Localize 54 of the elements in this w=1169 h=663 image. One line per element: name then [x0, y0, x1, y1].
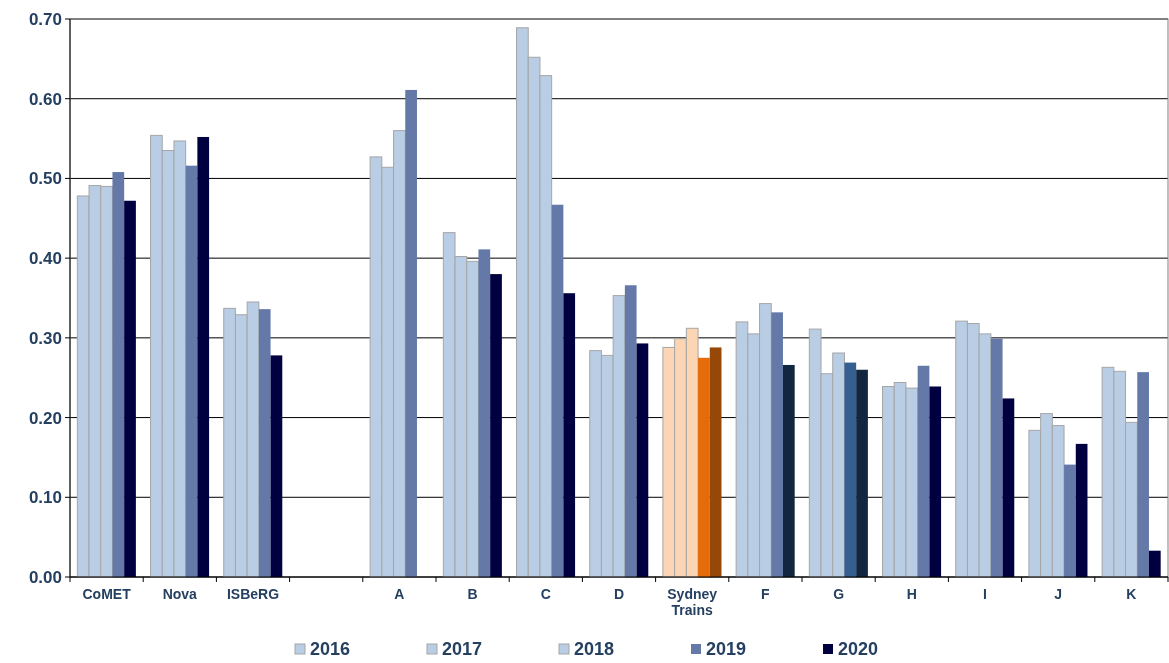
bar: [258, 309, 271, 577]
legend-label: 2016: [310, 639, 351, 659]
y-tick-label: 0.50: [28, 169, 62, 189]
x-tick-label: I: [983, 586, 987, 602]
x-tick-label: K: [1126, 586, 1137, 602]
bar: [197, 136, 210, 577]
x-tick-label: D: [613, 586, 625, 602]
y-tick-label: 0.00: [28, 567, 62, 587]
bar: [856, 369, 868, 577]
y-tick-label: 0.10: [28, 488, 62, 508]
bar: [698, 357, 710, 577]
bar: [636, 343, 649, 577]
y-tick-label: 0.30: [28, 328, 62, 348]
bar: [1075, 443, 1088, 577]
bar: [405, 89, 417, 577]
x-tick-label: G: [833, 586, 845, 602]
y-tick-label: 0.40: [28, 249, 62, 269]
x-tick-label: B: [467, 586, 478, 602]
bar: [490, 274, 502, 577]
bar: [1002, 398, 1015, 577]
bar: [917, 365, 930, 577]
y-tick-label: 0.60: [28, 89, 62, 109]
bar: [551, 204, 564, 577]
bar: [1137, 372, 1149, 577]
y-tick-label: 0.20: [28, 408, 62, 428]
x-tick-label: ISBeRG: [226, 586, 280, 602]
bar: [844, 362, 857, 577]
bar: [112, 172, 125, 577]
x-tick-label: A: [394, 586, 405, 602]
y-tick-label: 0.70: [28, 9, 62, 29]
legend-label: 2020: [838, 639, 879, 659]
bar: [1148, 550, 1161, 577]
bar: [124, 200, 136, 577]
legend-label: 2017: [442, 639, 483, 659]
bar: [782, 364, 795, 577]
x-tick-label: F: [761, 586, 771, 602]
bar: [771, 312, 783, 577]
x-tick-label: J: [1054, 586, 1063, 602]
bar: [1064, 464, 1076, 577]
bar: [624, 285, 637, 577]
bar: [709, 347, 722, 577]
x-tick-label: Nova: [162, 586, 198, 602]
x-tick-label: H: [906, 586, 917, 602]
x-tick-label: C: [540, 586, 551, 602]
x-tick-label: CoMET: [82, 586, 132, 602]
bar: [929, 386, 942, 577]
legend-label: 2019: [706, 639, 747, 659]
x-tick-label: Sydney Trains: [667, 586, 718, 618]
bar: [270, 355, 283, 577]
bar: [563, 293, 576, 577]
bar: [990, 338, 1003, 577]
bar: [185, 165, 198, 577]
legend-label: 2018: [574, 639, 615, 659]
bar: [478, 249, 491, 577]
